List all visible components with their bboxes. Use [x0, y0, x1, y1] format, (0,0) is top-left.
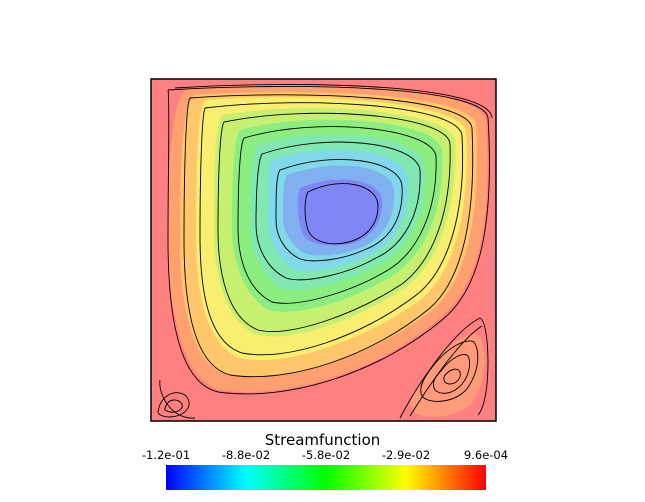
- colorbar: [166, 465, 486, 490]
- colorbar-title: Streamfunction: [264, 431, 381, 449]
- colorbar-tick-label: -8.8e-02: [221, 448, 271, 462]
- colorbar-tick-label: -2.9e-02: [381, 448, 431, 462]
- domain-border: [150, 78, 497, 422]
- streamfunction-field: [151, 79, 496, 421]
- colorbar-tick-label: 9.6e-04: [463, 448, 509, 462]
- contour-lines: [157, 84, 493, 419]
- colorbar-tick-label: -5.8e-02: [301, 448, 351, 462]
- colorbar-tick-label: -1.2e-01: [141, 448, 191, 462]
